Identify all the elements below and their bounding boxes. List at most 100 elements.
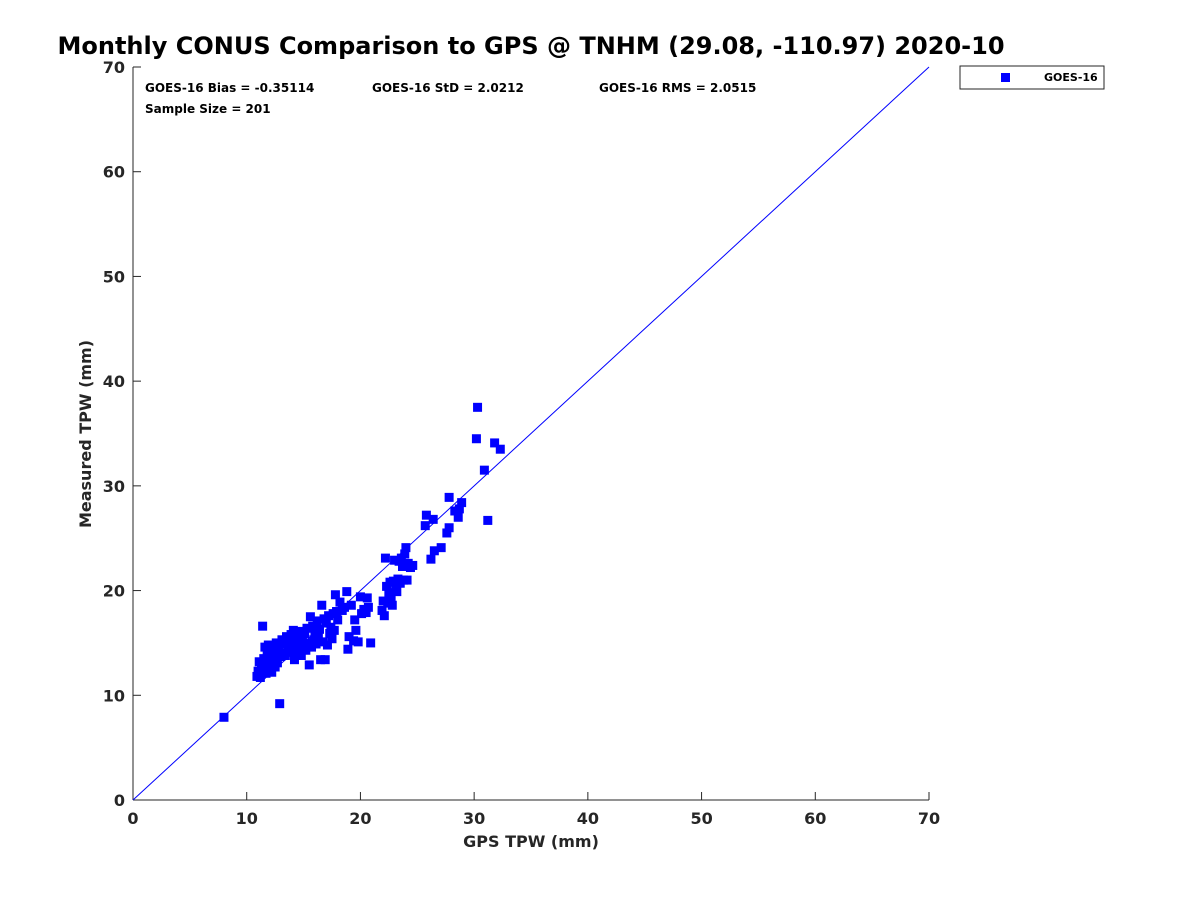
data-point	[318, 637, 328, 647]
sample-size-annotation: Sample Size = 201	[145, 102, 271, 116]
data-point	[379, 611, 389, 621]
data-point	[322, 640, 332, 650]
data-point	[289, 655, 299, 665]
data-point	[421, 510, 431, 520]
data-point	[291, 638, 301, 648]
data-point	[428, 514, 438, 524]
data-point	[453, 512, 463, 522]
data-point	[320, 655, 330, 665]
data-point	[436, 543, 446, 553]
data-point	[490, 438, 500, 448]
legend: GOES-16	[959, 65, 1105, 90]
x-tick-label: 70	[918, 809, 940, 828]
x-tick-label: 50	[690, 809, 712, 828]
y-tick-label: 20	[103, 582, 125, 601]
data-point	[292, 643, 302, 653]
data-point	[293, 633, 303, 643]
data-point	[300, 629, 310, 639]
data-point	[304, 660, 314, 670]
data-point	[479, 465, 489, 475]
x-tick-label: 0	[127, 809, 138, 828]
bias-annotation: GOES-16 Bias = -0.35114	[145, 81, 314, 95]
data-point	[305, 612, 315, 622]
data-point	[353, 637, 363, 647]
data-point	[380, 553, 390, 563]
y-axis-label: Measured TPW (mm)	[76, 340, 95, 528]
data-point	[264, 660, 274, 670]
y-tick-label: 40	[103, 372, 125, 391]
data-point	[329, 625, 339, 635]
data-point	[386, 592, 396, 602]
data-point	[255, 672, 265, 682]
data-point	[471, 434, 481, 444]
y-tick-label: 70	[103, 58, 125, 77]
data-point	[408, 560, 418, 570]
data-point	[363, 602, 373, 612]
data-point	[378, 596, 388, 606]
data-point	[313, 632, 323, 642]
std-annotation: GOES-16 StD = 2.0212	[372, 81, 524, 95]
y-tick-label: 50	[103, 267, 125, 286]
data-point	[261, 668, 271, 678]
data-point	[387, 600, 397, 610]
data-point	[307, 642, 317, 652]
data-point	[272, 658, 282, 668]
x-tick-label: 30	[463, 809, 485, 828]
data-point	[426, 554, 436, 564]
data-point	[302, 623, 312, 633]
x-tick-label: 10	[236, 809, 258, 828]
data-point	[301, 645, 311, 655]
data-point	[280, 650, 290, 660]
legend-label-goes16: GOES-16	[1044, 71, 1098, 84]
data-point	[444, 492, 454, 502]
data-point	[274, 644, 284, 654]
data-point	[429, 546, 439, 556]
data-point	[483, 515, 493, 525]
data-point	[495, 444, 505, 454]
data-point	[392, 587, 402, 597]
data-point	[317, 600, 327, 610]
rms-annotation: GOES-16 RMS = 2.0515	[599, 81, 756, 95]
data-point	[314, 624, 324, 634]
data-point	[349, 636, 359, 646]
legend-box	[959, 65, 1105, 90]
data-point	[256, 661, 266, 671]
data-point	[297, 636, 307, 646]
data-point	[377, 605, 387, 615]
legend-marker-goes16	[1001, 73, 1010, 82]
data-point	[473, 402, 483, 412]
data-point	[268, 646, 278, 656]
data-point	[355, 592, 365, 602]
data-point	[262, 649, 272, 659]
one-to-one-reference-line	[132, 66, 930, 801]
data-point	[450, 506, 460, 516]
x-axis-label: GPS TPW (mm)	[463, 832, 599, 851]
data-point	[219, 712, 229, 722]
data-point	[362, 593, 372, 603]
data-point	[325, 629, 335, 639]
data-point	[457, 498, 467, 508]
data-point	[316, 655, 326, 665]
data-point	[390, 555, 400, 565]
data-point	[295, 626, 305, 636]
data-point	[312, 616, 322, 626]
data-point	[321, 618, 331, 628]
y-tick-label: 0	[114, 791, 125, 810]
data-point	[267, 667, 277, 677]
data-point	[279, 639, 289, 649]
y-tick-label: 60	[103, 163, 125, 182]
data-point	[284, 637, 294, 647]
data-point	[388, 576, 398, 586]
data-point	[350, 615, 360, 625]
data-point	[275, 699, 285, 709]
data-point	[342, 587, 352, 597]
data-point	[332, 607, 342, 617]
axis-ticks: 0 10 20 30 40 50 60 70 0 10 20 30 40 50 60 70	[103, 58, 940, 828]
data-point	[263, 640, 273, 650]
data-point	[402, 575, 412, 585]
data-point	[253, 666, 263, 676]
x-tick-label: 40	[577, 809, 599, 828]
data-point	[398, 561, 408, 571]
data-point	[282, 632, 292, 642]
data-point	[296, 650, 306, 660]
